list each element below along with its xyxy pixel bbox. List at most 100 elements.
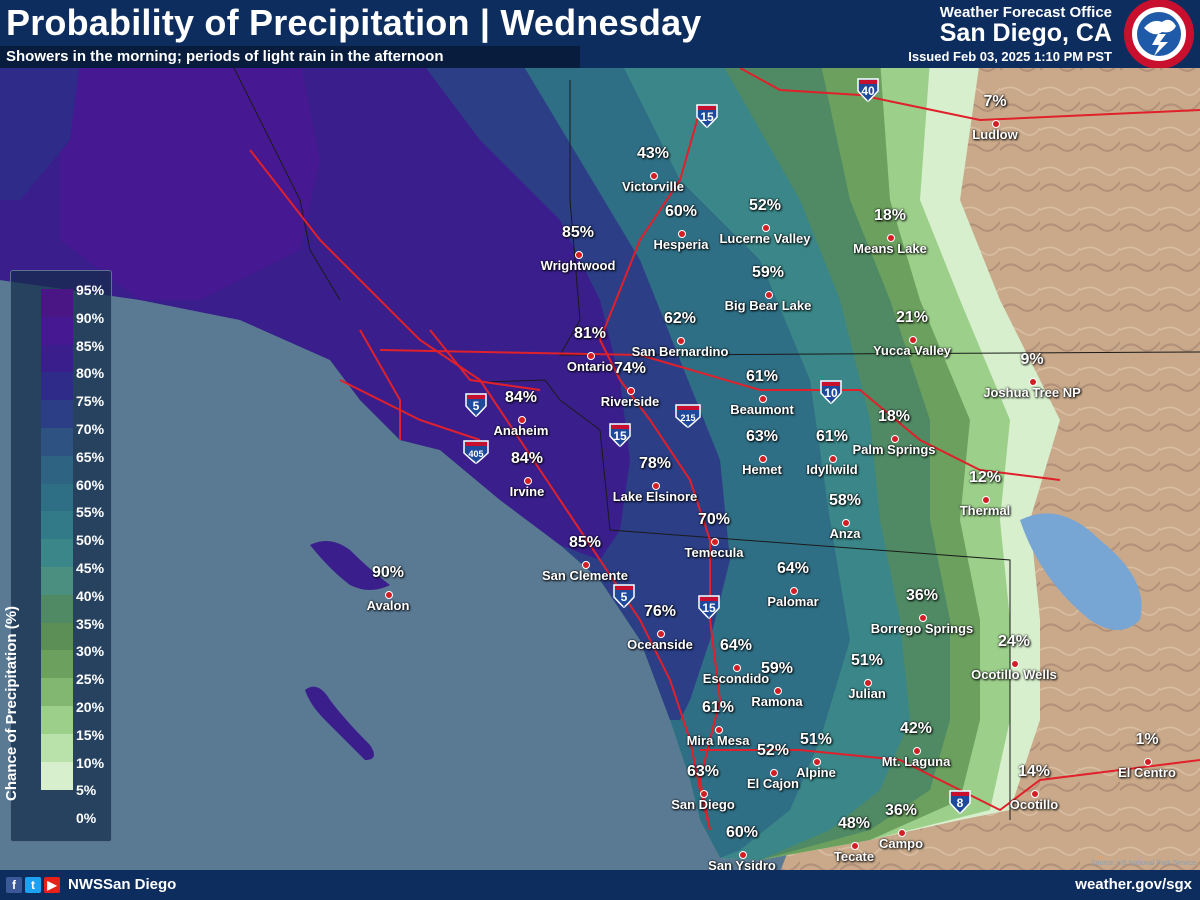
location-pop-value: 59% [751, 264, 785, 281]
location-pop-value: 36% [905, 587, 939, 604]
legend-title: Chance of Precipitation (%) [3, 605, 20, 801]
location-pop-value: 52% [748, 197, 782, 214]
legend-label: 90% [76, 309, 105, 326]
location-name: San Diego [671, 797, 735, 812]
catalina-island [310, 541, 390, 590]
forecast-subtitle: Showers in the morning; periods of light… [6, 48, 444, 65]
location-name: Palm Springs [852, 442, 936, 457]
location-pop-value: 21% [895, 309, 929, 326]
san-clemente-island [305, 686, 374, 760]
location-dot [765, 291, 773, 299]
legend-label: 40% [76, 587, 105, 604]
location-dot [864, 679, 872, 687]
legend-label: 75% [76, 393, 105, 410]
location-dot [524, 477, 532, 485]
legend-label: 60% [76, 476, 105, 493]
interstate-shield-icon: 15 [696, 104, 718, 128]
youtube-icon[interactable]: ▶ [44, 877, 60, 893]
location-dot [913, 747, 921, 755]
location-pop-value: 62% [663, 310, 697, 327]
location-name: Joshua Tree NP [983, 385, 1081, 400]
location-pop-value: 24% [997, 633, 1031, 650]
location-dot [759, 455, 767, 463]
location-name: San Bernardino [631, 344, 729, 359]
legend-label: 55% [76, 504, 105, 521]
location-dot [650, 172, 658, 180]
nws-logo-icon [1124, 0, 1194, 68]
location-pop-value: 84% [510, 450, 544, 467]
legend-swatch [41, 428, 73, 456]
source-credit: Source: US National Park Service [1090, 860, 1196, 867]
interstate-shield-icon: 10 [820, 380, 842, 404]
location-dot [992, 120, 1000, 128]
location-name: Anza [829, 526, 861, 541]
legend-label: 25% [76, 671, 105, 688]
pop-band-90 [60, 60, 320, 300]
location-pop-value: 64% [776, 560, 810, 577]
location-pop-value: 61% [701, 699, 735, 716]
location-pop-value: 74% [613, 360, 647, 377]
location-name: Thermal [959, 503, 1011, 518]
location-name: Avalon [366, 598, 410, 613]
interstate-number: 5 [621, 590, 628, 604]
location-dot [829, 455, 837, 463]
interstate-number: 5 [473, 399, 480, 413]
location-pop-value: 59% [760, 660, 794, 677]
legend-swatch [41, 344, 73, 373]
location-dot [790, 587, 798, 595]
legend-swatch [41, 539, 73, 568]
location-dot [887, 234, 895, 242]
location-pop-value: 51% [799, 731, 833, 748]
location-dot [711, 538, 719, 546]
legend-swatch [41, 372, 73, 401]
location-name: Wrightwood [540, 258, 616, 273]
location-name: Anaheim [493, 423, 549, 438]
legend-swatch [41, 733, 73, 762]
interstate-shield-icon: 15 [609, 423, 631, 447]
location-dot [657, 630, 665, 638]
location-pop-value: 14% [1017, 763, 1051, 780]
legend-label: 80% [76, 365, 105, 382]
location-name: Hesperia [653, 237, 709, 252]
subtitle-band [0, 46, 580, 68]
twitter-icon[interactable]: t [25, 877, 41, 893]
location-pop-value: 81% [573, 325, 607, 342]
location-name: Idyllwild [806, 462, 858, 477]
interstate-shield-icon: 8 [949, 790, 971, 814]
website-link[interactable]: weather.gov/sgx [1075, 876, 1192, 893]
legend-swatch [41, 316, 73, 345]
legend-swatch [41, 678, 73, 707]
location-dot [759, 395, 767, 403]
location-pop-value: 7% [983, 93, 1007, 110]
location-pop-value: 76% [643, 603, 677, 620]
location-name: Lake Elsinore [612, 489, 698, 504]
location-dot [385, 591, 393, 599]
location-dot [739, 851, 747, 859]
interstate-shield-icon: 40 [857, 78, 879, 102]
interstate-number: 15 [700, 110, 714, 124]
location-name: San Clemente [542, 568, 628, 583]
header-bar [0, 0, 1200, 68]
location-pop-value: 90% [371, 564, 405, 581]
office-label: Weather Forecast Office [939, 4, 1112, 21]
location-name: Yucca Valley [872, 343, 952, 358]
location-dot [774, 687, 782, 695]
legend-label: 5% [76, 782, 97, 799]
location-pop-value: 43% [636, 145, 670, 162]
interstate-number: 15 [613, 429, 627, 443]
location-dot [982, 496, 990, 504]
legend-swatch [41, 400, 73, 429]
legend-label: 65% [76, 448, 105, 465]
location-name: Temecula [684, 545, 744, 560]
legend-label: 95% [76, 282, 105, 298]
location-pop-value: 60% [725, 824, 759, 841]
location-dot [627, 387, 635, 395]
location-pop-value: 70% [697, 511, 731, 528]
location-dot [909, 336, 917, 344]
location-pop-value: 63% [686, 763, 720, 780]
facebook-icon[interactable]: f [6, 877, 22, 893]
interstate-shield-icon: 215 [675, 404, 701, 428]
location-pop-value: 61% [815, 428, 849, 445]
interstate-shield-icon: 405 [463, 440, 489, 464]
